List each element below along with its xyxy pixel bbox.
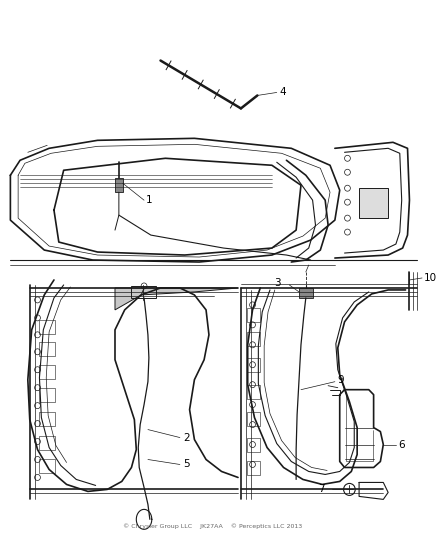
- Text: 6: 6: [398, 440, 404, 449]
- Text: 1: 1: [146, 195, 152, 205]
- Text: 5: 5: [183, 459, 189, 470]
- Text: 3: 3: [274, 278, 280, 288]
- Polygon shape: [115, 178, 123, 192]
- Polygon shape: [359, 188, 388, 218]
- Text: 7: 7: [318, 484, 325, 495]
- Text: 10: 10: [424, 273, 437, 283]
- Polygon shape: [115, 288, 238, 310]
- Text: 4: 4: [279, 87, 286, 98]
- Text: 2: 2: [183, 433, 189, 442]
- Polygon shape: [299, 288, 313, 298]
- Text: © Chrysler Group LLC    JK27AA    © Perceptics LLC 2013: © Chrysler Group LLC JK27AA © Perceptics…: [123, 523, 303, 529]
- Text: 9: 9: [338, 375, 344, 385]
